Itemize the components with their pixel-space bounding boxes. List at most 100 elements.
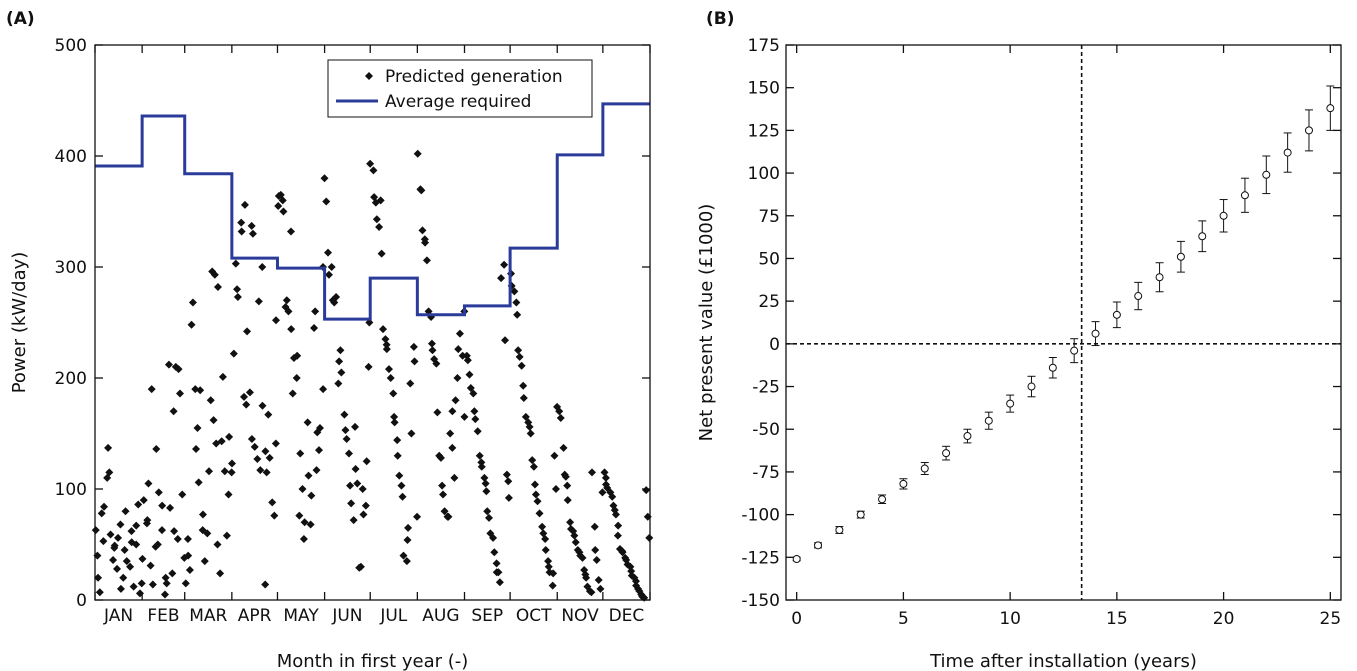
generation-point bbox=[228, 459, 237, 468]
generation-point bbox=[480, 473, 489, 482]
generation-point bbox=[517, 361, 526, 370]
month-label: OCT bbox=[516, 606, 552, 626]
generation-point bbox=[261, 447, 270, 456]
generation-point bbox=[440, 507, 449, 516]
generation-point bbox=[287, 325, 296, 334]
generation-point bbox=[233, 285, 242, 294]
generation-point bbox=[157, 526, 166, 535]
month-label: APR bbox=[238, 606, 272, 626]
generation-point bbox=[344, 449, 353, 458]
y-tick-label: 75 bbox=[758, 207, 780, 227]
average-required-line bbox=[95, 102, 650, 321]
generation-point bbox=[481, 479, 490, 488]
generation-point bbox=[382, 345, 391, 354]
generation-point bbox=[324, 248, 333, 257]
generation-point bbox=[438, 481, 447, 490]
generation-point bbox=[114, 533, 123, 542]
generation-point bbox=[495, 578, 504, 587]
generation-point bbox=[120, 546, 129, 555]
generation-point bbox=[460, 412, 469, 421]
y-tick-label: 400 bbox=[55, 147, 87, 167]
npv-point bbox=[878, 495, 887, 504]
generation-point bbox=[336, 346, 345, 355]
y-tick-label: 500 bbox=[55, 36, 87, 56]
generation-point bbox=[148, 580, 157, 589]
generation-point bbox=[410, 357, 419, 366]
generation-point bbox=[482, 487, 491, 496]
generation-point bbox=[361, 501, 370, 510]
generation-point bbox=[121, 507, 130, 516]
generation-point bbox=[160, 590, 169, 599]
generation-point bbox=[390, 412, 399, 421]
month-label: JUN bbox=[331, 606, 362, 626]
generation-point bbox=[618, 548, 627, 557]
month-label: FEB bbox=[147, 606, 179, 626]
panel-a-legend: Predicted generation Average required bbox=[327, 59, 593, 118]
generation-point bbox=[382, 340, 391, 349]
generation-point bbox=[427, 339, 436, 348]
generation-point bbox=[320, 174, 329, 183]
generation-point bbox=[258, 263, 267, 271]
npv-point bbox=[963, 432, 972, 441]
generation-point bbox=[293, 351, 302, 360]
generation-point bbox=[224, 490, 233, 499]
generation-point bbox=[322, 197, 331, 206]
panel-a: (A) 0 100 200 300 400 500 JAN FEB MAR APR MAY JUN JU… bbox=[6, 9, 654, 671]
generation-point bbox=[504, 493, 513, 502]
generation-point bbox=[178, 490, 187, 499]
generation-point bbox=[366, 159, 375, 168]
generation-point bbox=[341, 426, 350, 435]
generation-point bbox=[351, 422, 360, 431]
generation-point bbox=[213, 282, 222, 291]
generation-point bbox=[390, 418, 399, 427]
npv-point bbox=[1176, 252, 1185, 261]
month-label: DEC bbox=[609, 606, 645, 626]
generation-point bbox=[403, 536, 412, 545]
generation-point bbox=[137, 579, 146, 588]
generation-point bbox=[222, 531, 231, 540]
generation-point bbox=[261, 580, 270, 589]
month-label: MAR bbox=[189, 606, 227, 626]
y-tick-label: 125 bbox=[748, 121, 780, 141]
generation-point bbox=[533, 497, 542, 506]
generation-point bbox=[594, 576, 603, 585]
generation-point bbox=[196, 386, 205, 395]
generation-point bbox=[470, 407, 479, 416]
generation-point bbox=[531, 490, 540, 499]
generation-point bbox=[610, 506, 619, 515]
generation-point bbox=[362, 457, 371, 466]
generation-point bbox=[233, 292, 242, 301]
generation-point bbox=[303, 418, 312, 427]
generation-point bbox=[600, 468, 609, 477]
generation-point bbox=[483, 507, 492, 516]
generation-point bbox=[356, 562, 365, 571]
generation-point bbox=[353, 479, 362, 488]
generation-point bbox=[399, 551, 408, 560]
generation-point bbox=[448, 407, 457, 416]
generation-point bbox=[596, 584, 605, 593]
generation-point bbox=[436, 453, 445, 462]
generation-point bbox=[549, 569, 558, 578]
generation-point bbox=[497, 274, 506, 283]
panel-a-plot-area: 0 100 200 300 400 500 JAN FEB MAR APR MAY JUN JUL AUG… bbox=[55, 36, 654, 626]
generation-point bbox=[571, 538, 580, 547]
generation-point bbox=[229, 349, 238, 358]
generation-point bbox=[578, 553, 587, 562]
generation-point bbox=[170, 527, 179, 536]
generation-point bbox=[279, 207, 288, 216]
generation-point bbox=[364, 362, 373, 371]
generation-point bbox=[307, 491, 316, 500]
generation-point bbox=[312, 466, 321, 475]
x-tick-label: 0 bbox=[791, 609, 802, 629]
generation-point bbox=[270, 511, 279, 520]
generation-point bbox=[286, 227, 295, 236]
generation-point bbox=[168, 569, 177, 578]
generation-point bbox=[510, 287, 519, 296]
generation-point bbox=[551, 485, 560, 493]
generation-point bbox=[295, 511, 304, 520]
generation-point bbox=[203, 529, 212, 538]
month-label: MAY bbox=[283, 606, 319, 626]
generation-point bbox=[239, 392, 248, 401]
generation-point bbox=[248, 229, 257, 238]
month-label: JUL bbox=[379, 606, 407, 626]
